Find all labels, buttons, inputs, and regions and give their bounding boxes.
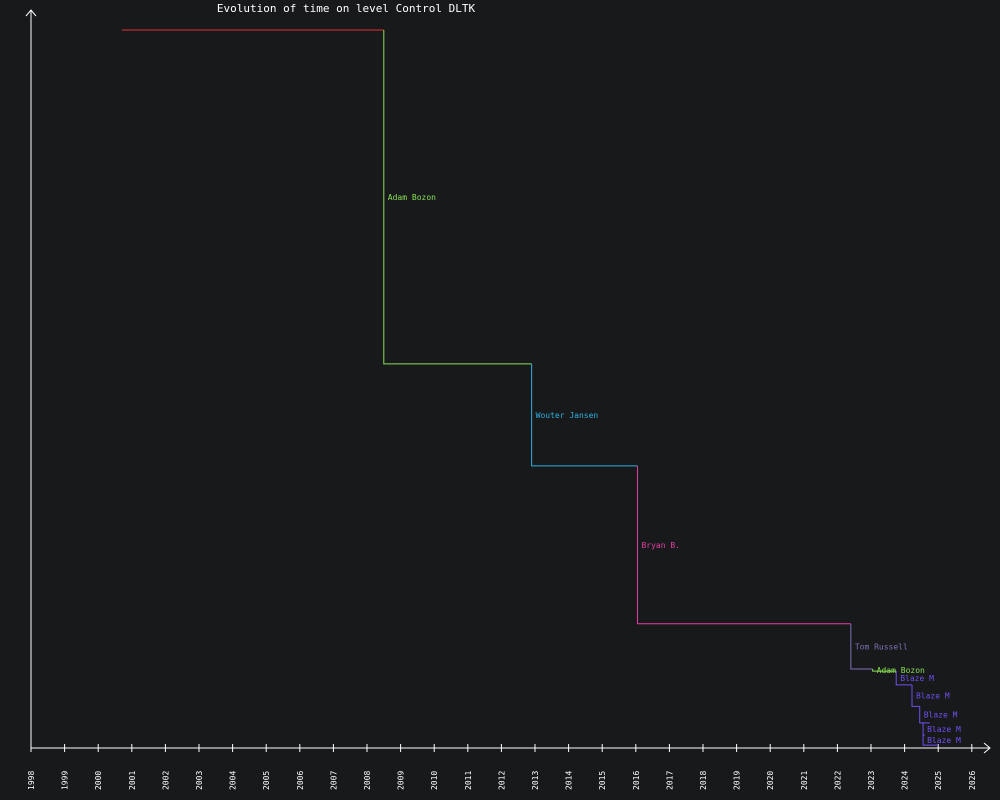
- x-tick-label: 2026: [968, 771, 977, 790]
- series-group: [121, 29, 939, 746]
- x-tick-label: 2011: [464, 771, 473, 790]
- series-label: Blaze M: [916, 692, 950, 701]
- x-tick-label: 2013: [531, 771, 540, 790]
- series-line: [911, 684, 920, 707]
- series-label: Tom Russell: [855, 642, 908, 651]
- axes: [25, 9, 991, 754]
- series-label: Blaze M: [924, 711, 958, 720]
- series-label: Wouter Jansen: [536, 411, 599, 420]
- x-tick-label: 2018: [699, 771, 708, 790]
- series-line: [922, 735, 939, 746]
- series-line: [895, 671, 912, 686]
- x-tick-label: 2010: [430, 771, 439, 790]
- x-tick-label: 2023: [867, 771, 876, 790]
- series-label: Bryan B.: [641, 541, 680, 550]
- x-ticks: 1998 1999 2000 2001 2002 2003 2004 2005 2006 2007…: [27, 744, 977, 790]
- series-label: Adam Bozon: [388, 193, 436, 202]
- series-line: [922, 722, 925, 736]
- x-tick-label: 2008: [363, 771, 372, 790]
- x-tick-label: 2007: [329, 771, 338, 790]
- series-label: Adam Bozon: [877, 666, 925, 675]
- x-tick-label: 2002: [161, 771, 170, 790]
- series-label: Blaze M: [900, 674, 934, 683]
- x-tick-label: 2022: [833, 771, 842, 790]
- series-line: [919, 706, 930, 724]
- series-line: [636, 465, 851, 625]
- x-tick-label: 2024: [901, 771, 910, 790]
- x-tick-label: 2017: [665, 771, 674, 790]
- series-line: [531, 363, 638, 467]
- y-axis-arrow: [25, 9, 37, 17]
- chart-title: Evolution of time on level Control DLTK: [217, 2, 476, 15]
- x-tick-label: 2014: [565, 771, 574, 790]
- x-tick-label: 2001: [128, 771, 137, 790]
- x-axis-arrow: [983, 742, 991, 754]
- x-tick-label: 2003: [195, 771, 204, 790]
- x-tick-label: 2005: [262, 771, 271, 790]
- x-tick-label: 2015: [598, 771, 607, 790]
- series-line: [850, 623, 873, 670]
- x-tick-label: 2009: [397, 771, 406, 790]
- series-label: Blaze M: [927, 736, 961, 745]
- x-tick-label: 1999: [61, 771, 70, 790]
- x-tick-label: 2025: [934, 771, 943, 790]
- x-tick-label: 2000: [94, 771, 103, 790]
- x-tick-label: 2004: [229, 771, 238, 790]
- x-tick-label: 2006: [296, 771, 305, 790]
- series-line: [872, 669, 897, 672]
- x-tick-label: 2019: [733, 771, 742, 790]
- series-line: [383, 30, 532, 365]
- series-label: Blaze M: [927, 725, 961, 734]
- x-tick-label: 2016: [632, 771, 641, 790]
- x-tick-label: 2021: [800, 771, 809, 790]
- x-tick-label: 2020: [766, 771, 775, 790]
- x-tick-label: 1998: [27, 771, 36, 790]
- x-tick-label: 2012: [497, 771, 506, 790]
- series-labels: Adam Bozon Wouter Jansen Bryan B. Tom Russe…: [388, 193, 961, 745]
